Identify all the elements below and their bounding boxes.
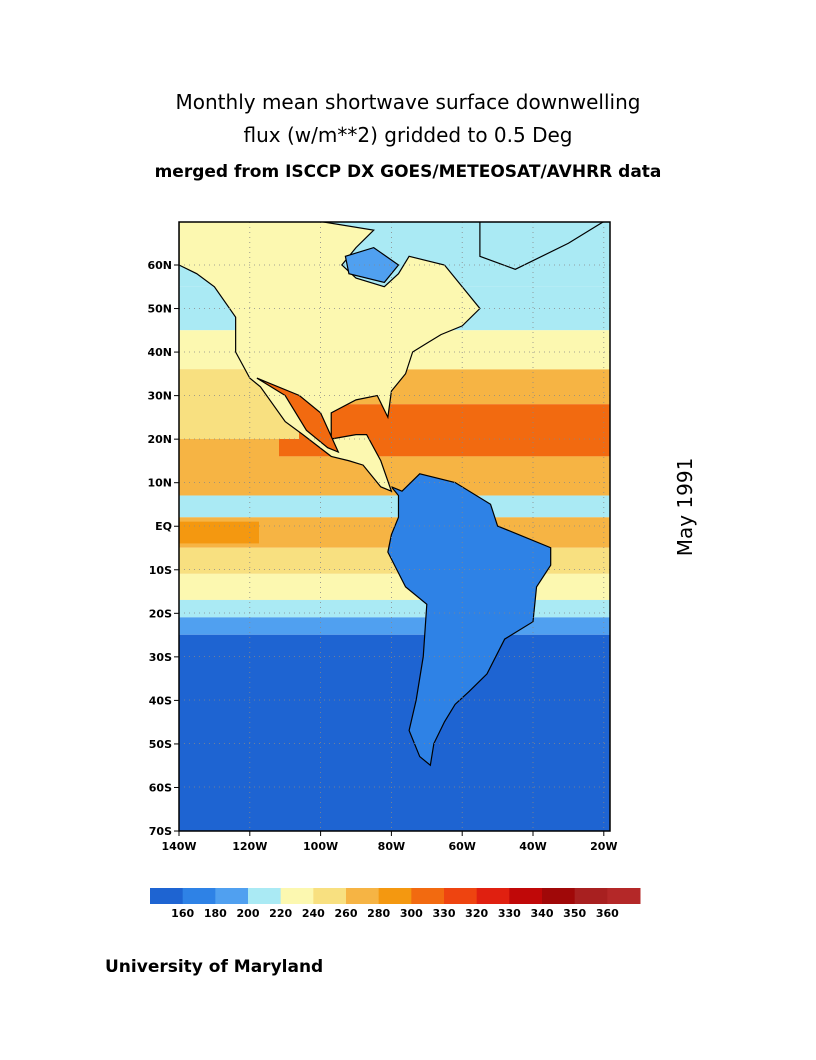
colorbar-label: 220 xyxy=(269,907,292,920)
colorbar-box xyxy=(476,888,510,904)
lat-tick-label: 30S xyxy=(149,651,172,664)
field-band xyxy=(179,495,610,518)
south-america xyxy=(387,473,552,767)
lat-tick-label: 20S xyxy=(149,607,172,620)
colorbar-label: 300 xyxy=(400,907,423,920)
lat-tick-label: 20N xyxy=(147,433,172,446)
footer: University of Maryland xyxy=(105,957,323,977)
colorbar-box xyxy=(248,888,282,904)
lat-tick-label: 40N xyxy=(147,346,172,359)
lon-tick-label: 80W xyxy=(378,840,405,853)
colorbar-box xyxy=(542,888,576,904)
lat-tick-label: 10S xyxy=(149,564,172,577)
colorbar-label: 350 xyxy=(563,907,586,920)
lat-tick-label: 50S xyxy=(149,738,172,751)
colorbar-label: 200 xyxy=(237,907,260,920)
colorbar-label: 180 xyxy=(204,907,227,920)
lat-tick-label: 50N xyxy=(147,303,172,316)
lon-tick-label: 100W xyxy=(303,840,338,853)
field-band xyxy=(179,617,610,635)
colorbar-label: 330 xyxy=(498,907,521,920)
colorbar-box xyxy=(150,888,184,904)
colorbar-label: 240 xyxy=(302,907,325,920)
colorbar-box xyxy=(444,888,478,904)
title-line: flux (w/m**2) gridded to 0.5 Deg xyxy=(244,123,573,147)
colorbar-box xyxy=(574,888,608,904)
colorbar-box xyxy=(313,888,347,904)
colorbar-label: 320 xyxy=(465,907,488,920)
colorbar-label: 360 xyxy=(596,907,619,920)
date-label: May 1991 xyxy=(673,458,697,557)
map-field xyxy=(179,222,610,831)
colorbar-label: 160 xyxy=(171,907,194,920)
colorbar-label: 260 xyxy=(335,907,358,920)
colorbar-label: 330 xyxy=(433,907,456,920)
greenland xyxy=(479,222,605,271)
lat-tick-label: EQ xyxy=(155,520,172,533)
field-band xyxy=(179,439,279,466)
lat-tick-label: 70S xyxy=(149,825,172,838)
field-band xyxy=(179,573,610,600)
lon-tick-label: 20W xyxy=(590,840,617,853)
colorbar-box xyxy=(215,888,249,904)
colorbar-label: 280 xyxy=(367,907,390,920)
colorbar-box xyxy=(182,888,216,904)
colorbar-box xyxy=(509,888,543,904)
colorbar-box xyxy=(378,888,412,904)
lon-tick-label: 60W xyxy=(448,840,475,853)
title-line: Monthly mean shortwave surface downwelli… xyxy=(176,90,641,114)
lon-tick-label: 40W xyxy=(519,840,546,853)
hot-region xyxy=(256,377,340,454)
lat-tick-label: 10N xyxy=(147,477,172,490)
hudson-bay xyxy=(344,246,400,284)
colorbar-box xyxy=(411,888,445,904)
lat-tick-label: 30N xyxy=(147,390,172,403)
colorbar-label: 340 xyxy=(531,907,554,920)
lon-tick-label: 120W xyxy=(232,840,267,853)
lat-tick-label: 60N xyxy=(147,259,172,272)
lat-tick-label: 40S xyxy=(149,694,172,707)
north-america xyxy=(179,222,481,493)
colorbar-box xyxy=(280,888,314,904)
field-band xyxy=(179,634,610,831)
subtitle: merged from ISCCP DX GOES/METEOSAT/AVHRR… xyxy=(155,162,662,182)
colorbar-box xyxy=(607,888,641,904)
field-band xyxy=(179,599,610,618)
lon-tick-label: 140W xyxy=(161,840,196,853)
lat-tick-label: 60S xyxy=(149,781,172,794)
field-band xyxy=(179,521,259,544)
colorbar-box xyxy=(346,888,380,904)
